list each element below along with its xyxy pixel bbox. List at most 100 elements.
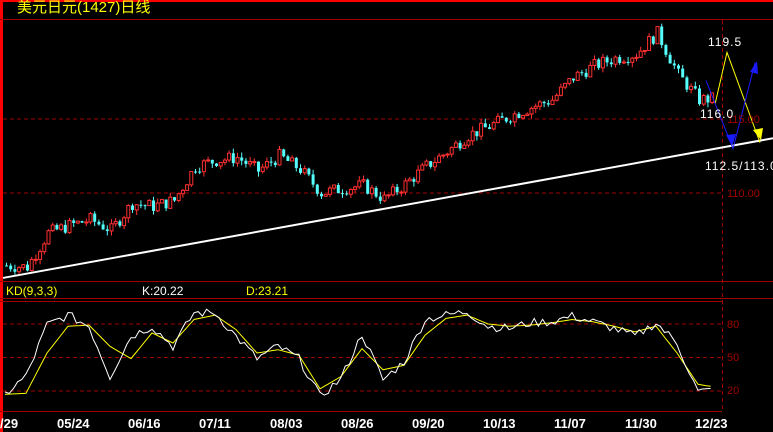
candle-body bbox=[320, 193, 323, 197]
date-label: 06/16 bbox=[128, 416, 161, 431]
candle-body bbox=[290, 157, 295, 162]
candle-body bbox=[685, 77, 689, 90]
candle-body bbox=[416, 169, 421, 183]
candle-body bbox=[323, 193, 328, 197]
kd-tick-20: 20 bbox=[727, 385, 740, 397]
candle-body bbox=[361, 179, 366, 182]
candle-body bbox=[260, 166, 265, 173]
candle-body bbox=[84, 221, 89, 224]
kd-panel bbox=[4, 308, 711, 396]
candle-body bbox=[546, 103, 550, 105]
candle-body bbox=[580, 72, 584, 74]
candle-body bbox=[395, 186, 399, 193]
kd-tick-80: 80 bbox=[727, 319, 740, 331]
candle-body bbox=[38, 251, 43, 260]
kd-tick-50: 50 bbox=[727, 352, 740, 364]
candle-body bbox=[660, 26, 664, 46]
candle-body bbox=[176, 193, 181, 201]
candle-body bbox=[618, 57, 622, 63]
left-border bbox=[0, 0, 3, 432]
candle-body bbox=[517, 113, 521, 118]
candle-body bbox=[689, 85, 694, 91]
candle-body bbox=[29, 258, 34, 272]
candle-body bbox=[26, 264, 29, 271]
candle-body bbox=[390, 186, 395, 196]
candle-body bbox=[198, 171, 202, 173]
candle-body bbox=[642, 49, 647, 52]
candle-body bbox=[75, 220, 80, 224]
candle-body bbox=[164, 199, 168, 209]
candle-body bbox=[55, 225, 59, 230]
candle-body bbox=[101, 224, 105, 230]
candle-body bbox=[168, 196, 173, 209]
candle-body bbox=[143, 205, 147, 207]
candle-body bbox=[500, 116, 504, 118]
candle-body bbox=[424, 160, 429, 166]
candle-body bbox=[235, 156, 240, 164]
date-label: 11/07 bbox=[554, 416, 586, 431]
date-label: 08/03 bbox=[270, 416, 303, 431]
candle-body bbox=[525, 113, 530, 116]
candle-body bbox=[458, 142, 462, 149]
date-label: 07/11 bbox=[199, 416, 231, 431]
candle-body bbox=[475, 131, 479, 137]
candle-body bbox=[139, 204, 143, 206]
forecast-blue-line bbox=[705, 62, 756, 151]
annotation-low: 112.5/113.0 bbox=[705, 159, 773, 173]
candle-body bbox=[189, 171, 194, 186]
candle-body bbox=[621, 61, 626, 64]
candle-body bbox=[638, 50, 643, 58]
candle-body bbox=[609, 62, 613, 65]
candle-body bbox=[5, 265, 8, 267]
candle-body bbox=[185, 184, 190, 191]
candle-body bbox=[533, 105, 538, 109]
candle-body bbox=[672, 63, 676, 66]
candle-body bbox=[399, 191, 404, 194]
y-tick-115: 115.00 bbox=[727, 114, 760, 126]
candle-body bbox=[655, 26, 660, 45]
candle-body bbox=[227, 152, 232, 161]
candle-body bbox=[302, 168, 307, 174]
forecast-yellow-line bbox=[714, 50, 761, 143]
y-tick-110: 110.00 bbox=[727, 188, 760, 200]
candle-body bbox=[122, 217, 127, 227]
annotation-mid: 116.0 bbox=[700, 107, 735, 121]
chart-title: 美元日元(1427)日线 bbox=[17, 0, 151, 16]
candle-body bbox=[412, 179, 416, 182]
candle-body bbox=[173, 197, 176, 201]
candle-body bbox=[345, 193, 349, 195]
k-value: K:20.22 bbox=[142, 284, 184, 298]
candle-body bbox=[429, 161, 433, 167]
trendline bbox=[2, 137, 773, 279]
arrow-up-icon bbox=[750, 61, 758, 74]
candle-body bbox=[453, 142, 458, 148]
candle-body bbox=[88, 213, 93, 223]
candle-body bbox=[159, 199, 164, 204]
candle-body bbox=[9, 265, 13, 270]
candle-body bbox=[63, 224, 67, 233]
candle-body bbox=[630, 57, 635, 63]
k-line bbox=[4, 308, 711, 396]
candle-body bbox=[109, 223, 114, 232]
candle-body bbox=[97, 221, 101, 225]
candle-body bbox=[244, 160, 248, 164]
candle-body bbox=[488, 127, 491, 129]
candle-body bbox=[572, 78, 575, 81]
candle-body bbox=[152, 200, 155, 211]
candle-body bbox=[307, 168, 311, 175]
date-label: 05/24 bbox=[57, 416, 90, 431]
candle-body bbox=[17, 267, 22, 273]
candle-body bbox=[72, 220, 76, 224]
candle-body bbox=[537, 101, 542, 107]
candle-body bbox=[33, 258, 38, 261]
candle-body bbox=[311, 174, 315, 185]
candle-body bbox=[59, 224, 64, 230]
d-line bbox=[4, 314, 711, 395]
candle-body bbox=[113, 220, 118, 225]
candle-body bbox=[483, 123, 487, 128]
candle-body bbox=[126, 205, 131, 219]
candle-body bbox=[80, 221, 84, 223]
candle-body bbox=[269, 161, 273, 163]
candle-body bbox=[706, 95, 710, 103]
